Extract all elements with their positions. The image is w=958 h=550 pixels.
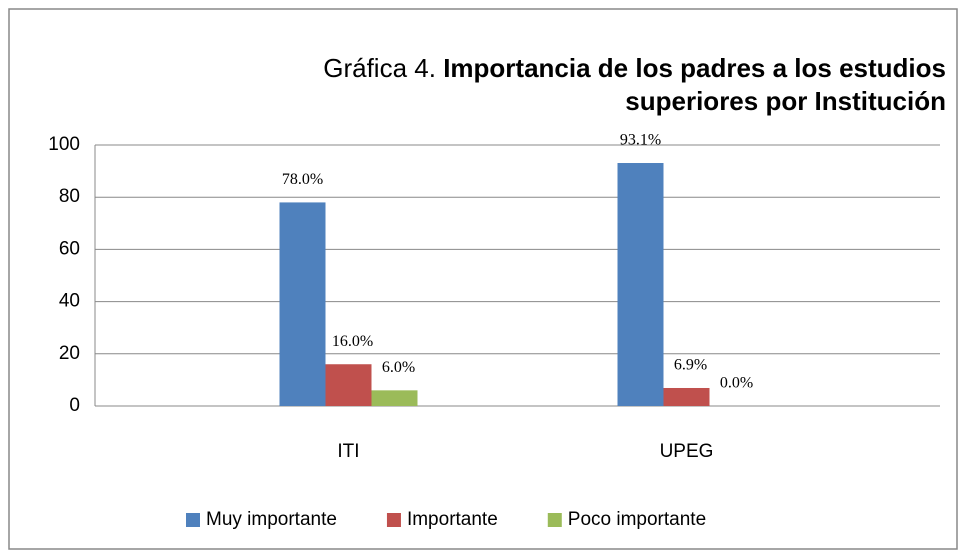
title-line: Importancia de los padres a los estudios xyxy=(443,53,946,83)
data-label: 0.0% xyxy=(720,375,753,392)
bar xyxy=(617,163,664,406)
x-tick-label: ITI xyxy=(337,441,359,462)
data-label: 93.1% xyxy=(620,132,661,149)
y-tick-label: 0 xyxy=(69,395,80,416)
legend-swatch xyxy=(386,513,401,527)
legend-swatch xyxy=(186,513,200,527)
chart-title: Gráfica 4. Importancia de los padres a l… xyxy=(323,53,946,83)
legend-label: Muy importante xyxy=(206,509,337,530)
bar xyxy=(279,202,326,406)
y-tick-label: 20 xyxy=(59,343,80,364)
legend-swatch xyxy=(547,513,562,527)
data-label: 78.0% xyxy=(282,171,323,188)
data-label: 6.0% xyxy=(382,359,415,376)
chart-frame xyxy=(8,8,958,550)
bar xyxy=(325,364,372,406)
y-tick-label: 60 xyxy=(59,238,80,259)
chart-title: superiores por Institución xyxy=(625,86,946,116)
legend-label: Poco importante xyxy=(568,509,706,530)
bar xyxy=(371,390,418,406)
data-label: 16.0% xyxy=(332,333,373,350)
bar xyxy=(663,387,710,406)
data-label: 6.9% xyxy=(674,357,707,374)
x-tick-label: UPEG xyxy=(660,441,714,462)
y-tick-label: 80 xyxy=(59,186,80,207)
y-tick-label: 40 xyxy=(59,291,80,312)
title-prefix: Gráfica 4. xyxy=(323,53,436,83)
legend-label: Importante xyxy=(407,509,498,530)
y-tick-label: 100 xyxy=(48,134,80,155)
